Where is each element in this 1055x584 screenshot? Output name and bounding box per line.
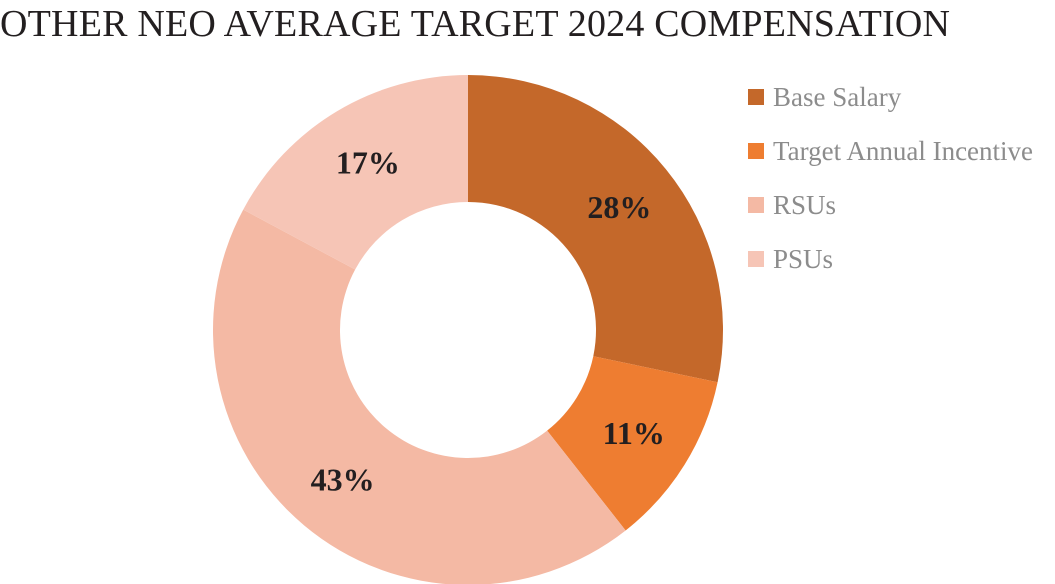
- slice-psus: [243, 75, 468, 270]
- legend-item-target-annual-incentive: Target Annual Incentive: [748, 124, 1033, 178]
- legend-item-rsus: RSUs: [748, 178, 1033, 232]
- legend-label-rsus: RSUs: [773, 189, 837, 220]
- data-label-rsus: 43%: [311, 461, 375, 497]
- slice-target-annual-incentive: [547, 356, 718, 531]
- data-label-base-salary: 28%: [587, 189, 651, 225]
- legend-item-psus: PSUs: [748, 232, 1033, 286]
- slice-base-salary: [468, 75, 723, 383]
- legend-label-psus: PSUs: [773, 243, 834, 274]
- chart-title: OTHER NEO AVERAGE TARGET 2024 COMPENSATI…: [0, 3, 951, 45]
- legend-label-base-salary: Base Salary: [773, 81, 902, 112]
- legend-swatch-psus: [748, 251, 764, 267]
- data-label-psus: 17%: [336, 145, 400, 181]
- legend-label-target-annual-incentive: Target Annual Incentive: [773, 135, 1034, 166]
- legend-swatch-base-salary: [748, 89, 764, 105]
- legend-item-base-salary: Base Salary: [748, 70, 1033, 124]
- legend: Base Salary Target Annual Incentive RSUs…: [748, 70, 1033, 286]
- slice-rsus: [213, 209, 626, 584]
- legend-swatch-target-annual-incentive: [748, 143, 764, 159]
- legend-swatch-rsus: [748, 197, 764, 213]
- data-label-target-annual-incentive: 11%: [603, 415, 665, 451]
